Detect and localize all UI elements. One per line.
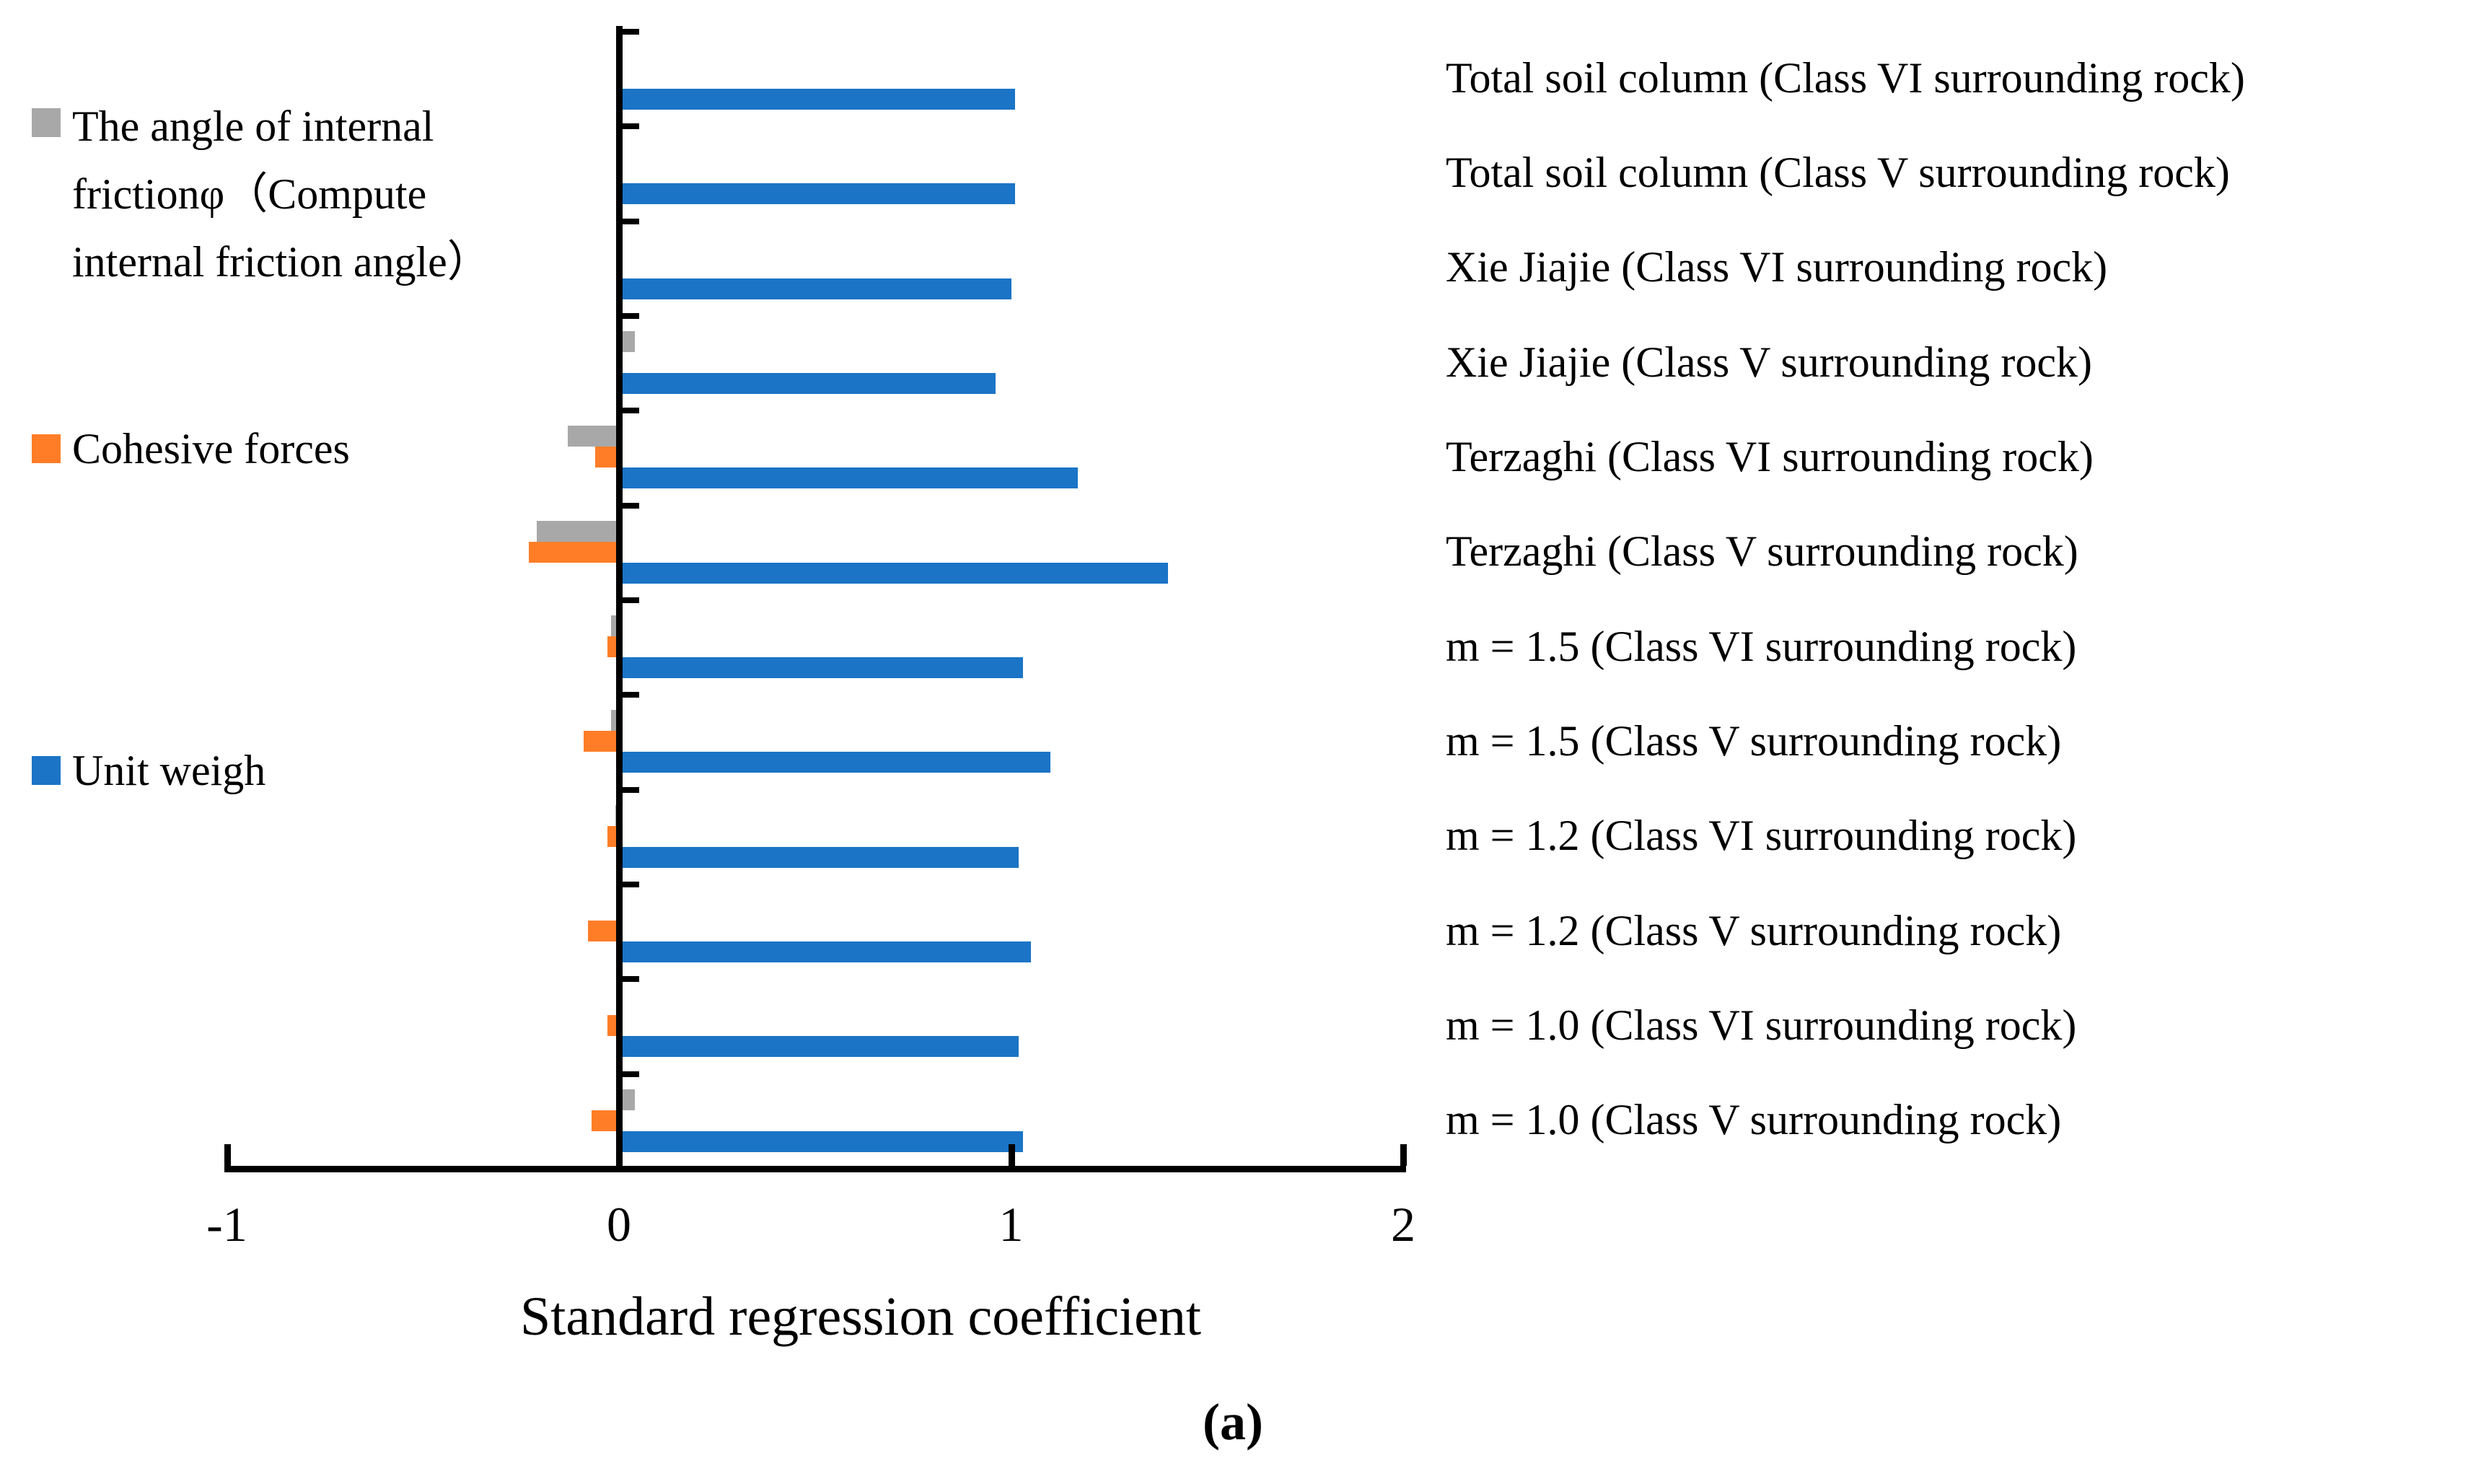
legend: The angle of internal frictionφ（Compute …	[0, 0, 592, 866]
bar-angle	[611, 615, 619, 636]
category-label: Total soil column (Class V surrounding r…	[1446, 149, 2230, 197]
legend-label-angle: The angle of internal frictionφ（Compute …	[72, 102, 491, 286]
bar-angle	[619, 330, 635, 352]
bar-unitweigh	[619, 1036, 1019, 1058]
bar-angle	[568, 426, 619, 447]
bar-unitweigh	[619, 278, 1011, 299]
x-tick-label: 1	[998, 1197, 1024, 1252]
bar-cohesive	[607, 1015, 619, 1037]
bar-cohesive	[584, 731, 619, 752]
subfigure-caption: (a)	[1203, 1393, 1263, 1451]
category-label: Total soil column (Class VI surrounding …	[1446, 53, 2245, 102]
bar-unitweigh	[619, 89, 1015, 110]
bar-cohesive	[528, 541, 619, 563]
bar-cohesive	[595, 447, 619, 468]
bar-unitweigh	[619, 1130, 1023, 1152]
category-tick	[620, 502, 639, 509]
legend-label-unitweigh: Unit weigh	[72, 747, 266, 794]
bar-unitweigh	[619, 657, 1023, 678]
category-label: m = 1.5 (Class VI surrounding rock)	[1446, 622, 2077, 670]
bar-cohesive	[587, 920, 619, 941]
category-label: m = 1.2 (Class V surrounding rock)	[1446, 906, 2062, 954]
x-tick-label: -1	[206, 1197, 247, 1252]
category-label: m = 1.0 (Class VI surrounding rock)	[1446, 1001, 2077, 1050]
category-tick	[620, 312, 639, 319]
bar-angle	[611, 710, 619, 732]
category-label: m = 1.2 (Class VI surrounding rock)	[1446, 812, 2077, 860]
x-axis-tick	[1008, 1144, 1015, 1166]
category-tick	[620, 123, 639, 130]
bar-unitweigh	[619, 941, 1031, 962]
category-label: Terzaghi (Class V surrounding rock)	[1446, 527, 2078, 576]
bar-cohesive	[591, 1110, 619, 1131]
category-tick	[620, 786, 639, 793]
legend-swatch-cohesive	[32, 434, 61, 463]
category-tick	[620, 597, 639, 603]
category-tick	[620, 1071, 639, 1077]
bar-unitweigh	[619, 183, 1015, 205]
bar-unitweigh	[619, 752, 1050, 773]
bar-unitweigh	[619, 846, 1019, 868]
category-label: m = 1.5 (Class V surrounding rock)	[1446, 717, 2062, 765]
category-label: Xie Jiajie (Class VI surrounding rock)	[1446, 243, 2108, 291]
bar-unitweigh	[619, 467, 1078, 489]
category-tick	[620, 218, 639, 224]
x-tick-label: 0	[607, 1197, 631, 1252]
legend-label-cohesive: Cohesive forces	[72, 425, 350, 473]
legend-swatch-unitweigh	[32, 756, 61, 785]
bar-cohesive	[607, 636, 619, 657]
category-tick	[620, 29, 639, 35]
bar-unitweigh	[619, 562, 1168, 584]
category-tick	[620, 408, 639, 414]
category-label: Xie Jiajie (Class V surrounding rock)	[1446, 338, 2092, 386]
category-tick	[620, 881, 639, 887]
bar-angle	[619, 1089, 635, 1110]
x-tick-label: 2	[1391, 1197, 1415, 1252]
x-axis-tick	[1400, 1144, 1407, 1166]
category-label: m = 1.0 (Class V surrounding rock)	[1446, 1096, 2062, 1144]
x-axis-line	[224, 1166, 1406, 1172]
category-tick	[620, 976, 639, 983]
legend-swatch-angle	[32, 108, 61, 137]
x-axis-tick	[224, 1144, 231, 1166]
x-axis-title: Standard regression coefficient	[519, 1286, 1202, 1347]
bar-cohesive	[607, 825, 619, 847]
category-label: Terzaghi (Class VI surrounding rock)	[1446, 433, 2094, 481]
bar-angle	[536, 520, 619, 542]
category-tick	[620, 692, 639, 698]
y-axis-line	[616, 26, 623, 1172]
bar-unitweigh	[619, 372, 996, 394]
